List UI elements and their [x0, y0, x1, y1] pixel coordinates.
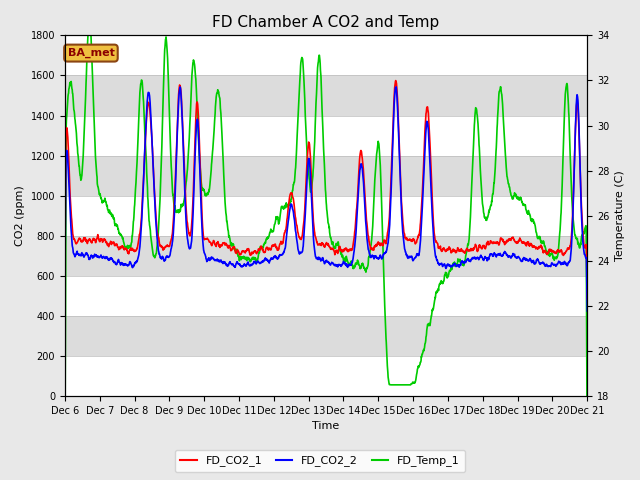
Bar: [65, 156, 588, 196]
Bar: [65, 75, 588, 116]
Y-axis label: Temperature (C): Temperature (C): [615, 170, 625, 261]
Bar: [65, 236, 588, 276]
Legend: FD_CO2_1, FD_CO2_2, FD_Temp_1: FD_CO2_1, FD_CO2_2, FD_Temp_1: [175, 450, 465, 472]
Text: BA_met: BA_met: [67, 48, 115, 58]
Bar: [65, 316, 588, 356]
X-axis label: Time: Time: [312, 421, 340, 432]
Y-axis label: CO2 (ppm): CO2 (ppm): [15, 185, 25, 246]
Title: FD Chamber A CO2 and Temp: FD Chamber A CO2 and Temp: [212, 15, 440, 30]
